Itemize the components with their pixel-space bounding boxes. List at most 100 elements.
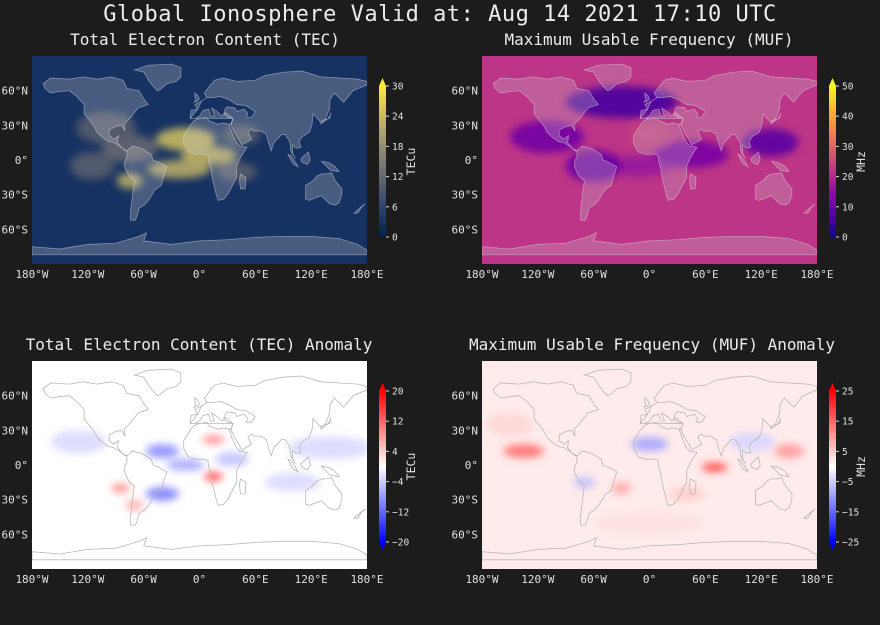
colorbar-tick-label: 15	[842, 417, 853, 428]
land-outline	[300, 456, 311, 471]
land-outline	[755, 172, 793, 206]
land-outline	[639, 375, 817, 464]
panel-muf-anomaly-title: Maximum Usable Frequency (MUF) Anomaly	[469, 335, 836, 354]
colorbar: −20 −12 −4 4 12 20 TECu	[379, 383, 418, 550]
field-blob	[180, 146, 237, 165]
field-blob	[215, 452, 249, 467]
x-tick-label: 60°W	[580, 268, 607, 281]
tec-chart: 180°W 120°W 60°W 0° 60°E 120°E 180°E 60°N 30°N 0°…	[2, 56, 418, 281]
field-blob	[145, 444, 180, 459]
land-outline	[192, 92, 200, 103]
land-outline	[633, 412, 698, 506]
panel-muf-anomaly: Maximum Usable Frequency (MUF) Anomaly 1…	[450, 335, 880, 625]
x-tick-label: 60°E	[242, 573, 269, 586]
x-tick-label: 60°E	[692, 268, 719, 281]
colorbar-tick-label: −12	[392, 507, 409, 518]
field-blob	[264, 473, 321, 492]
colorbar-tick-label: 18	[392, 142, 404, 153]
land-outline	[573, 450, 618, 526]
field-blob	[486, 413, 534, 437]
coastlines	[482, 63, 817, 256]
x-tick-label: 180°E	[800, 573, 833, 586]
panel-tec: Total Electron Content (TEC) 180°W 120°W 6…	[0, 30, 430, 320]
land-outline	[750, 151, 761, 166]
field-blob	[76, 111, 137, 144]
land-outline	[770, 417, 782, 430]
land-outline	[639, 70, 817, 159]
y-tick-label: 60°N	[452, 390, 479, 403]
field-blob	[509, 120, 585, 154]
x-tick-label: 60°W	[580, 573, 607, 586]
land-outline	[192, 397, 200, 408]
land-outline	[132, 368, 182, 397]
y-tick-label: 30°S	[452, 189, 479, 202]
colorbar-tick-label: 20	[842, 172, 854, 183]
y-tick-label: 60°N	[452, 85, 479, 98]
colorbar-tick-label: 10	[842, 202, 854, 213]
land-outline	[642, 397, 650, 408]
land-outline	[492, 381, 599, 457]
field-blob	[668, 486, 706, 501]
land-outline	[183, 412, 248, 506]
y-tick-label: 30°N	[2, 119, 29, 132]
land-outline	[582, 368, 632, 397]
land-outline	[320, 417, 332, 430]
colorbar: 0 10 20 30 40 50 MHz	[829, 78, 868, 244]
land-outline	[300, 151, 311, 166]
field-blob	[125, 499, 144, 512]
field-blob	[70, 151, 115, 180]
panel-tec-anomaly: Total Electron Content (TEC) Anomaly 180…	[0, 335, 430, 625]
field-blob	[654, 140, 729, 169]
x-tick-label: 60°W	[130, 268, 157, 281]
field-blob	[50, 430, 107, 454]
map-field	[482, 56, 817, 264]
panel-tec-anomaly-title: Total Electron Content (TEC) Anomaly	[25, 335, 373, 354]
land-outline	[770, 465, 791, 478]
x-tick-label: 180°W	[465, 573, 498, 586]
field-blob	[573, 476, 596, 489]
colorbar-tick-label: −5	[842, 477, 853, 488]
land-outline	[689, 478, 697, 495]
map-field	[32, 56, 367, 264]
x-tick-label: 120°W	[71, 573, 104, 586]
land-outline	[320, 465, 341, 478]
land-outline	[352, 508, 366, 519]
land-outline	[123, 450, 168, 526]
land-outline	[189, 70, 367, 159]
y-tick-label: 0°	[465, 459, 478, 472]
figure: Global Ionosphere Valid at: Aug 14 2021 …	[0, 2, 869, 586]
y-tick-label: 0°	[15, 154, 28, 167]
y-tick-label: 30°N	[452, 119, 479, 132]
field-blob	[111, 483, 130, 493]
colorbar-label: MHz	[854, 151, 868, 172]
field-blob	[204, 471, 223, 482]
x-tick-label: 180°E	[800, 268, 833, 281]
field-blob	[287, 436, 367, 460]
land-outline	[737, 153, 750, 168]
x-tick-label: 120°W	[521, 573, 554, 586]
land-outline	[803, 203, 816, 214]
y-tick-label: 30°N	[2, 424, 29, 437]
colorbar-tick-label: 30	[842, 142, 854, 153]
panel-muf-title: Maximum Usable Frequency (MUF)	[504, 30, 794, 49]
field-blob	[612, 482, 631, 494]
land-outline	[492, 76, 599, 152]
y-tick-label: 60°S	[2, 528, 29, 541]
x-tick-label: 120°E	[295, 268, 328, 281]
y-tick-label: 60°S	[452, 223, 479, 236]
land-outline	[583, 63, 632, 92]
y-tick-label: 60°S	[2, 223, 29, 236]
land-outline	[770, 160, 790, 173]
colorbar-tick-label: 25	[842, 387, 853, 398]
map-background	[482, 361, 817, 569]
y-tick-label: 30°S	[2, 494, 29, 507]
land-outline	[482, 537, 817, 561]
field-blob	[503, 444, 545, 459]
tec-anomaly-chart: 180°W 120°W 60°W 0° 60°E 120°E 180°E 60°N 30°N 0°…	[2, 361, 418, 586]
colorbar-tick-label: 0	[842, 233, 848, 244]
colorbar-tick-label: 12	[392, 417, 403, 428]
x-tick-label: 180°W	[465, 268, 498, 281]
field-blob	[606, 155, 674, 177]
land-outline	[573, 145, 618, 221]
colorbar-label: MHz	[854, 456, 868, 477]
